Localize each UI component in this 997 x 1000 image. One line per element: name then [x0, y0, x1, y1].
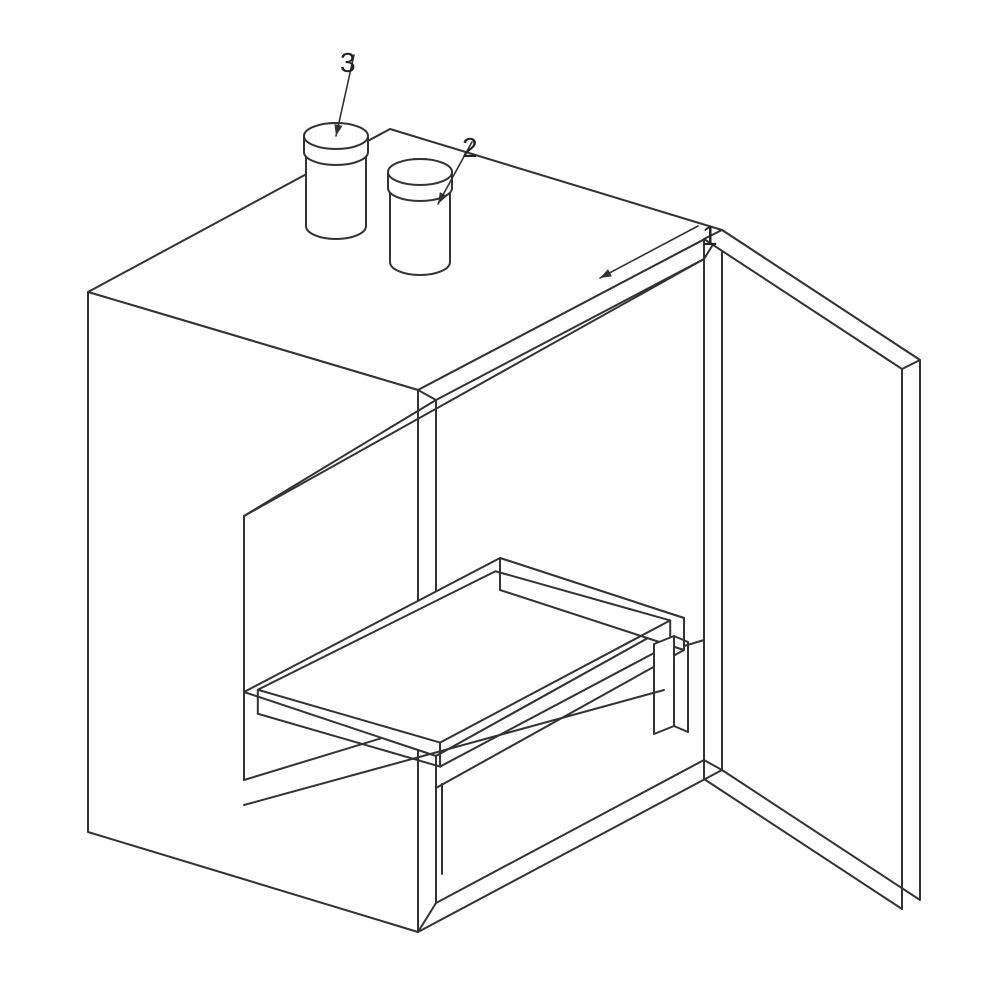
callout-label-3: 3: [340, 47, 356, 79]
diagram-container: 3 2 1: [0, 0, 997, 1000]
callout-label-1: 1: [702, 220, 718, 252]
technical-diagram: [0, 0, 997, 1000]
callout-label-2: 2: [462, 132, 478, 164]
